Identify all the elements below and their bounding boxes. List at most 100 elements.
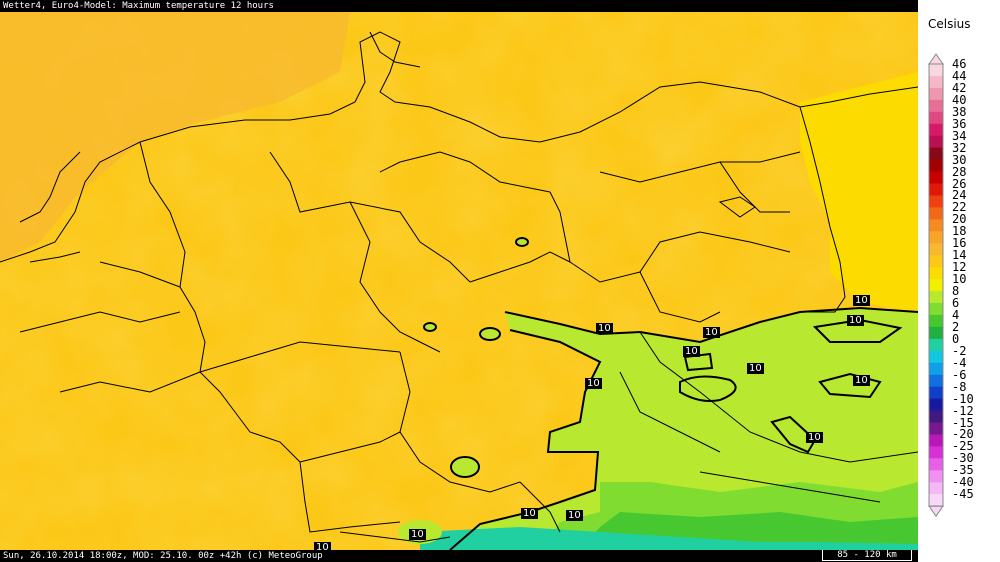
legend-value: 2 [952, 319, 960, 334]
isotherm-label: 10 [566, 510, 583, 521]
legend-value: -6 [952, 367, 967, 382]
footer-bar: Sun, 26.10.2014 18:00z, MOD: 25.10. 00z … [0, 550, 918, 562]
legend-value: 18 [952, 224, 967, 239]
legend-value: 16 [952, 236, 967, 251]
legend-value: 44 [952, 68, 967, 83]
isotherm-label: 10 [853, 295, 870, 306]
model-run-info: Sun, 26.10.2014 18:00z, MOD: 25.10. 00z … [3, 551, 323, 561]
legend-value: 32 [952, 140, 967, 155]
legend-value: -4 [952, 355, 967, 370]
legend-swatch [929, 147, 943, 161]
coldest-zone-alps [420, 527, 918, 550]
cold-pocket [516, 238, 528, 246]
isotherm-label: 10 [409, 529, 426, 540]
isotherm-label: 10 [585, 378, 602, 389]
legend-swatch [929, 123, 943, 137]
isotherm-label: 10 [314, 542, 331, 553]
legend-value: 46 [952, 57, 967, 71]
legend-swatch [929, 195, 943, 208]
isotherm-label: 10 [806, 432, 823, 443]
legend-swatch [929, 494, 943, 507]
legend-swatch [929, 183, 943, 196]
legend-swatch [929, 99, 943, 113]
legend-value: -2 [952, 343, 967, 358]
isotherm-label: 10 [747, 363, 764, 374]
legend-swatch [929, 303, 943, 316]
legend-swatch [929, 410, 943, 423]
legend-swatch [929, 291, 943, 304]
legend-value: -45 [952, 487, 974, 502]
legend-arrow-bottom [928, 505, 944, 518]
legend-swatch [929, 434, 943, 447]
legend-value: 20 [952, 212, 967, 227]
legend-value: 26 [952, 176, 967, 191]
legend-swatch [929, 159, 943, 173]
legend-swatch [929, 338, 943, 352]
isotherm-label: 10 [853, 375, 870, 386]
legend-color-bar [928, 53, 944, 518]
legend-swatch [929, 207, 943, 220]
legend-value: -30 [952, 451, 974, 466]
legend-value: 12 [952, 260, 967, 275]
legend-swatch [929, 362, 943, 376]
legend-value: -10 [952, 391, 974, 406]
legend-value: -40 [952, 475, 974, 490]
legend-value: 4 [952, 307, 960, 322]
legend-value: -25 [952, 439, 974, 454]
legend-swatch [929, 279, 943, 292]
legend-value: 6 [952, 296, 960, 310]
cold-pocket [480, 328, 500, 340]
color-legend: Celsius 46 44 42 40 38 36 34 32 30 28 26 24 22 20 18 16… [918, 0, 1000, 562]
legend-outline [928, 63, 944, 507]
legend-swatch [929, 374, 943, 388]
legend-swatch [929, 111, 943, 125]
legend-swatch [929, 87, 943, 101]
legend-value: 28 [952, 164, 967, 179]
sea-zone-north [0, 12, 350, 262]
legend-value: -35 [952, 463, 974, 478]
legend-arrow-top [928, 53, 944, 65]
legend-value: -12 [952, 403, 974, 418]
legend-value: 24 [952, 188, 967, 203]
legend-value: 40 [952, 92, 967, 107]
cold-pocket [424, 323, 436, 331]
legend-swatch [929, 482, 943, 495]
legend-swatch [929, 255, 943, 268]
isotherm-label: 10 [683, 346, 700, 357]
map-canvas [0, 12, 919, 551]
legend-value: -15 [952, 415, 974, 430]
legend-swatch [929, 326, 943, 340]
temperature-map: 10 10 10 10 10 10 10 10 10 10 10 10 10 [0, 12, 919, 553]
legend-swatch [929, 219, 943, 232]
legend-value: 34 [952, 128, 967, 143]
legend-value: 22 [952, 200, 967, 215]
legend-value: 42 [952, 80, 967, 95]
legend-value: 14 [952, 248, 967, 263]
cold-pocket [451, 457, 479, 477]
legend-swatch [929, 422, 943, 435]
legend-swatch [929, 171, 943, 184]
legend-swatch [929, 135, 943, 149]
legend-value: -20 [952, 427, 974, 442]
legend-swatch [929, 398, 943, 412]
legend-value: 0 [952, 331, 960, 346]
legend-value: -8 [952, 379, 967, 394]
legend-value: 30 [952, 152, 967, 167]
legend-value: 8 [952, 284, 960, 299]
isotherm-label: 10 [703, 327, 720, 338]
legend-value: 38 [952, 104, 967, 119]
isotherm-label: 10 [847, 315, 864, 326]
legend-swatch [929, 243, 943, 256]
legend-swatch [929, 446, 943, 459]
isotherm-label: 10 [521, 508, 538, 519]
legend-unit-label: Celsius [928, 17, 971, 31]
legend-value: 36 [952, 116, 967, 131]
map-title: Wetter4, Euro4-Model: Maximum temperatur… [0, 0, 918, 12]
borders [0, 31, 919, 543]
legend-swatch [929, 350, 943, 364]
legend-value: 10 [952, 272, 967, 287]
scale-bar: 85 - 120 km [822, 550, 912, 561]
legend-swatch [929, 470, 943, 483]
cool-zone-east [800, 72, 918, 312]
legend-swatch [929, 458, 943, 471]
